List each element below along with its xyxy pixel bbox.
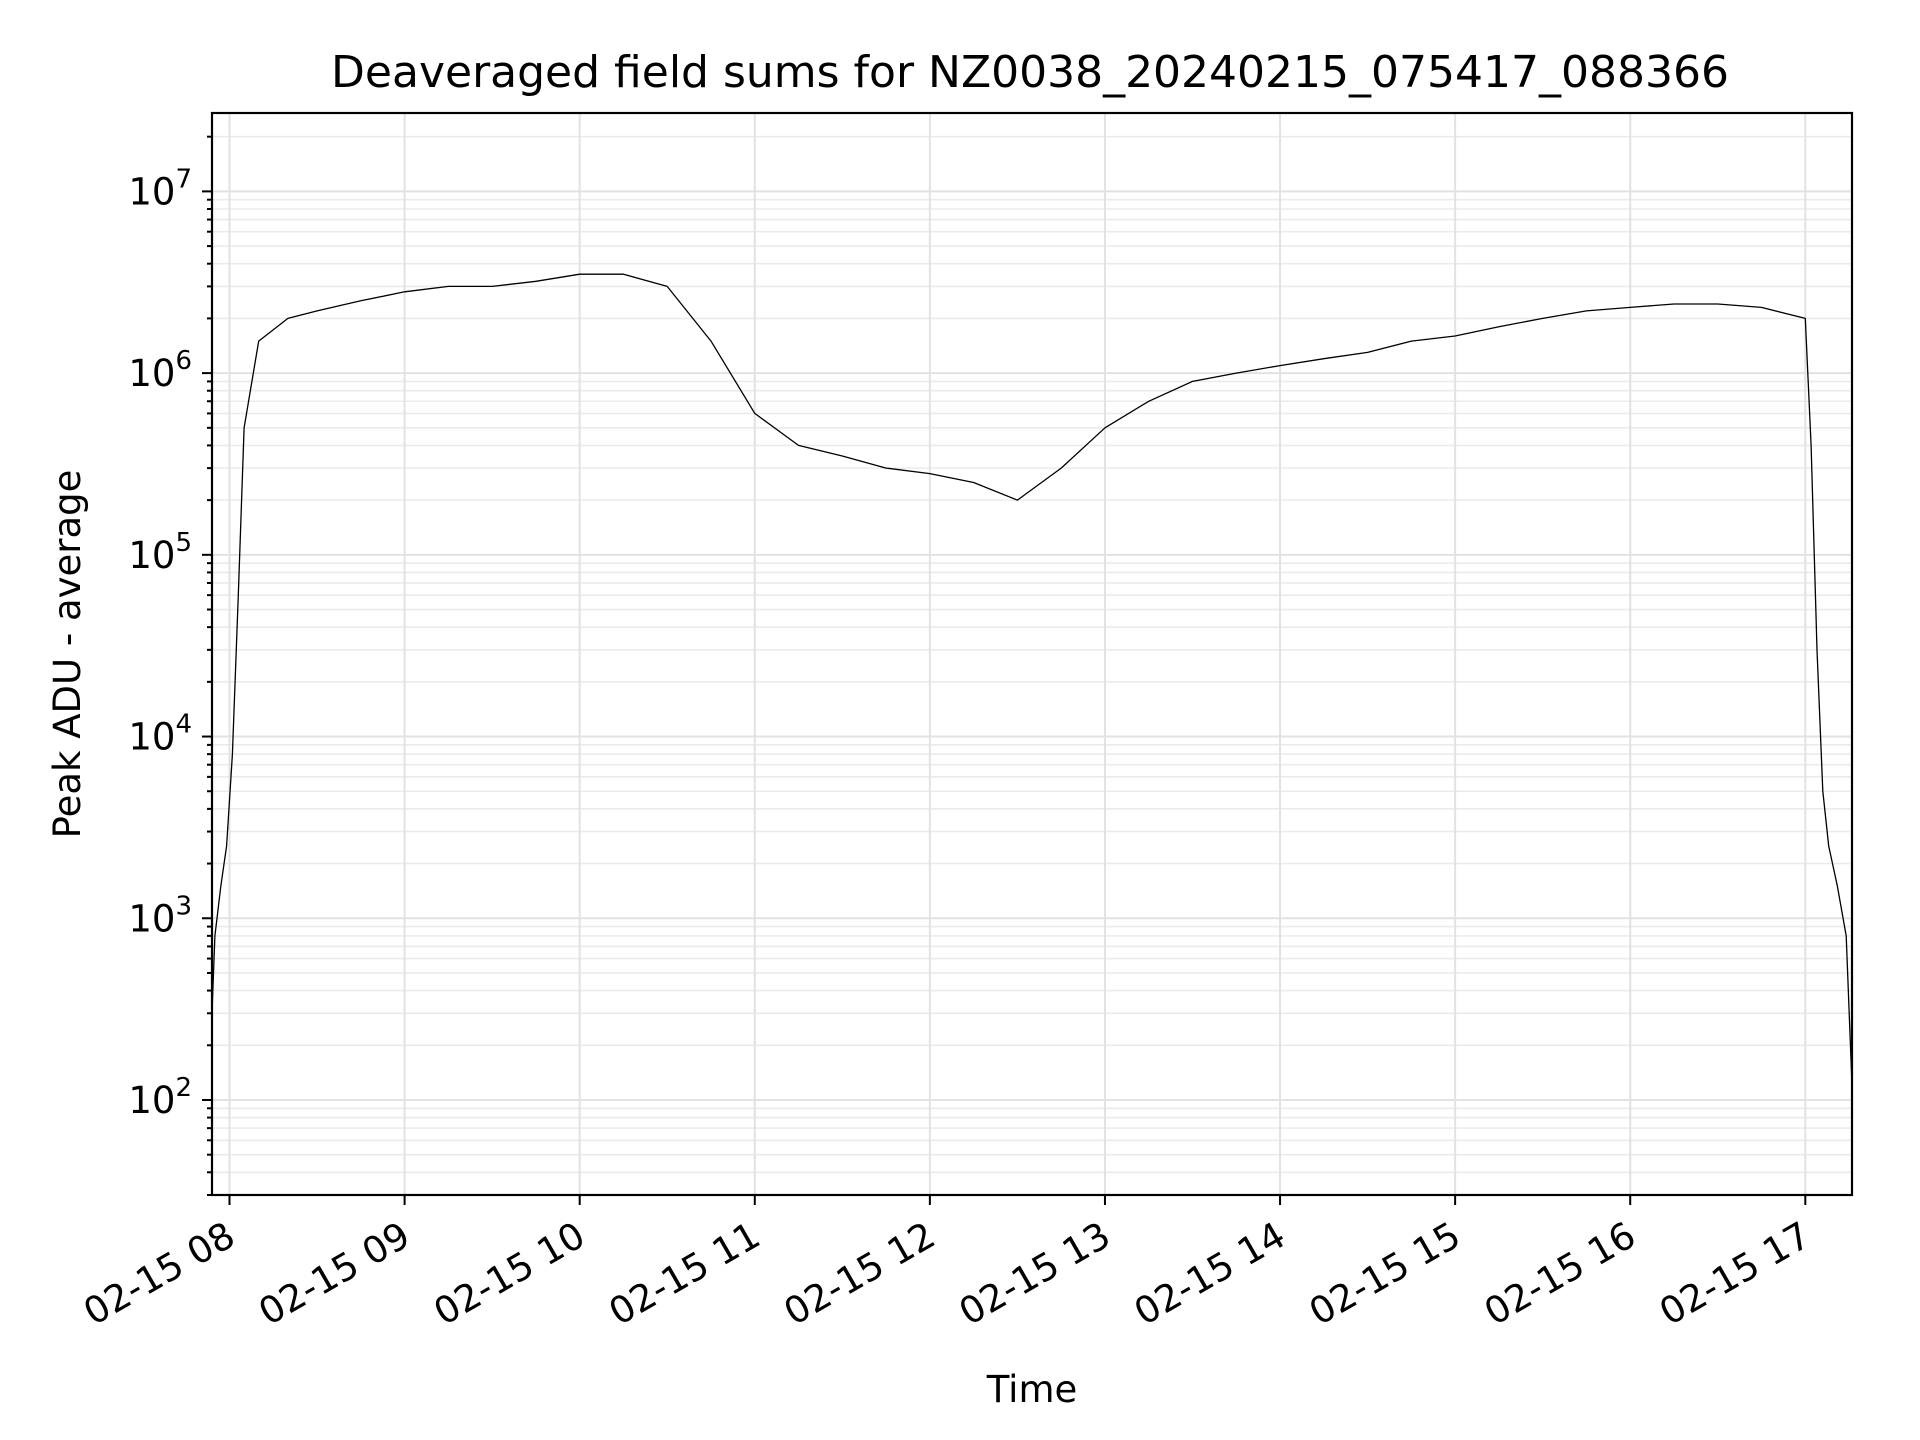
x-tick-label: 02-15 15 <box>1302 1214 1468 1334</box>
x-tick-label: 02-15 10 <box>427 1214 593 1334</box>
x-tick-label: 02-15 11 <box>602 1214 768 1334</box>
y-tick-exponent: 6 <box>175 346 192 376</box>
y-tick-base: 10 <box>128 170 175 213</box>
y-tick-label: 102 <box>128 1073 192 1122</box>
y-tick-label: 106 <box>128 346 192 395</box>
x-tick-label: 02-15 16 <box>1477 1214 1643 1334</box>
y-tick-exponent: 3 <box>175 891 192 921</box>
x-tick-label: 02-15 12 <box>777 1214 943 1334</box>
y-tick-label: 104 <box>128 710 192 759</box>
x-tick-label: 02-15 17 <box>1652 1214 1818 1334</box>
y-axis-label: Peak ADU - average <box>46 470 89 839</box>
x-tick-label: 02-15 08 <box>76 1214 242 1334</box>
y-tick-exponent: 2 <box>175 1073 192 1103</box>
y-tick-base: 10 <box>128 716 175 759</box>
y-tick-exponent: 4 <box>175 710 192 740</box>
y-tick-base: 10 <box>128 897 175 940</box>
y-tick-exponent: 7 <box>175 164 192 194</box>
chart-title: Deaveraged field sums for NZ0038_2024021… <box>331 47 1729 98</box>
plot-frame <box>210 111 1854 1197</box>
x-tick-label: 02-15 14 <box>1127 1214 1293 1334</box>
x-tick-label: 02-15 13 <box>952 1214 1118 1334</box>
series-line <box>211 273 1853 1086</box>
y-tick-base: 10 <box>128 1079 175 1122</box>
x-tick-labels: 02-15 08 02-15 09 02-15 10 02-15 11 02-15 12… <box>76 1214 1817 1334</box>
y-tick-label: 107 <box>128 164 192 213</box>
y-tick-label: 105 <box>128 528 192 577</box>
y-tick-base: 10 <box>128 352 175 395</box>
x-axis-label: Time <box>986 1368 1078 1411</box>
x-tick-label: 02-15 09 <box>252 1214 418 1334</box>
axis-ticks <box>202 135 1807 1205</box>
y-tick-exponent: 5 <box>175 528 192 558</box>
series-layer <box>211 273 1853 1086</box>
y-tick-label: 103 <box>128 891 192 940</box>
y-tick-base: 10 <box>128 534 175 577</box>
grid-lines <box>212 113 1852 1196</box>
